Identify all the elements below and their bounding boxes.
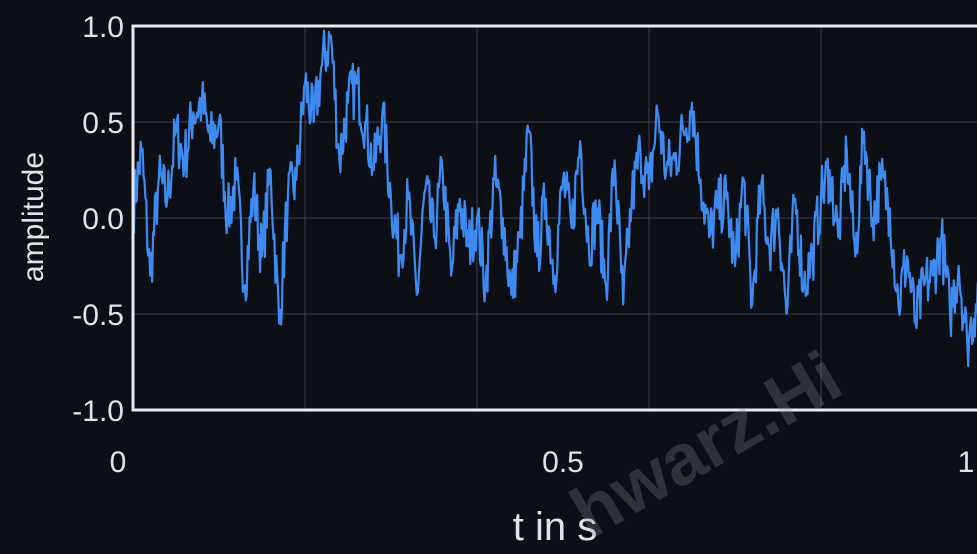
y-axis-ticks: 1.0 0.5 0.0 -0.5 -1.0 — [72, 11, 124, 428]
y-tick-label: 0.0 — [82, 203, 124, 236]
y-axis-title: amplitude — [17, 152, 50, 282]
x-axis-title: t in s — [513, 505, 597, 549]
x-tick-label: 0.5 — [542, 446, 584, 479]
y-tick-label: -1.0 — [72, 395, 124, 428]
signal-line — [131, 29, 977, 368]
y-tick-label: 1.0 — [82, 11, 124, 44]
y-tick-label: 0.5 — [82, 107, 124, 140]
y-tick-label: -0.5 — [72, 299, 124, 332]
x-tick-label: 1 — [958, 446, 975, 479]
x-tick-label: 0 — [110, 446, 127, 479]
x-axis-ticks: 0 0.5 1 — [110, 446, 975, 479]
watermark: hwarz.Hi — [558, 337, 854, 554]
grid-lines — [133, 26, 977, 410]
plot-frame — [131, 24, 977, 412]
